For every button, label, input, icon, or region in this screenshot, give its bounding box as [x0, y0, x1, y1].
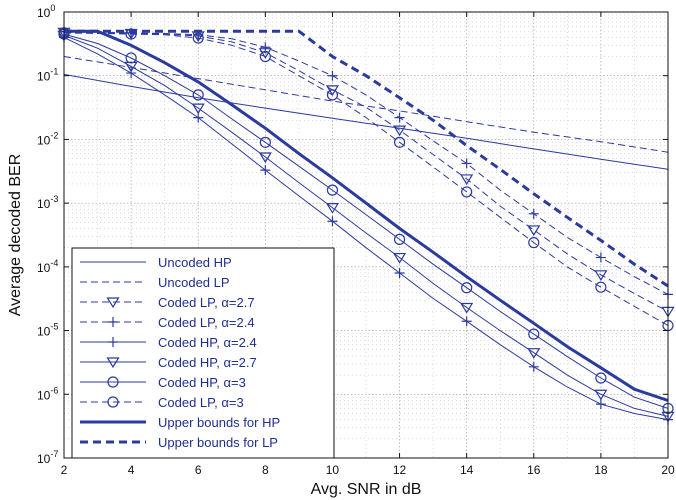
- y-tick-label: 10-3: [37, 194, 58, 211]
- data-point: [259, 136, 271, 148]
- data-point: [595, 399, 606, 410]
- legend-label: Coded LP, α=3: [158, 395, 244, 410]
- x-tick-label: 4: [128, 463, 135, 477]
- y-tick-label: 100: [37, 3, 55, 20]
- data-point: [106, 357, 120, 369]
- series-line: [64, 29, 669, 288]
- legend-label: Uncoded LP: [158, 275, 230, 290]
- legend: Uncoded HP Uncoded LP Coded LP, α=2.7 Coded…: [71, 247, 335, 459]
- data-point: [595, 281, 607, 293]
- y-tick-label: 10-2: [37, 130, 58, 147]
- data-point: [258, 152, 272, 164]
- data-point: [108, 317, 118, 327]
- x-tick-label: 20: [661, 463, 675, 477]
- data-point: [594, 270, 608, 281]
- series-1: [63, 56, 669, 153]
- data-point: [594, 389, 608, 401]
- x-axis-label: Avg. SNR in dB: [311, 481, 422, 498]
- legend-label: Coded HP, α=3: [158, 375, 246, 390]
- data-point: [527, 348, 541, 359]
- data-point: [326, 89, 339, 101]
- data-point: [125, 52, 137, 64]
- series-line: [63, 56, 669, 153]
- data-point: [461, 316, 472, 327]
- x-tick-label: 2: [61, 463, 68, 477]
- series-line: [63, 31, 669, 312]
- data-point: [461, 282, 473, 294]
- legend-label: Coded LP, α=2.4: [158, 315, 255, 330]
- data-point: [193, 112, 204, 123]
- x-tick-label: 14: [460, 463, 474, 477]
- series-line: [63, 73, 669, 170]
- data-point: [527, 225, 541, 237]
- y-tick-label: 10-1: [37, 67, 58, 84]
- data-point: [260, 165, 271, 176]
- data-point: [461, 186, 473, 198]
- x-tick-label: 16: [527, 463, 541, 477]
- data-point: [461, 158, 472, 169]
- x-tick-label: 18: [594, 463, 608, 477]
- series-line: [63, 36, 669, 421]
- data-point: [528, 237, 540, 249]
- x-tick-label: 8: [262, 463, 269, 477]
- series-line: [64, 29, 669, 402]
- data-point: [260, 42, 271, 53]
- y-tick-label: 10-6: [37, 385, 58, 402]
- plot-area: [63, 11, 669, 459]
- series-line: [63, 33, 669, 409]
- series-0: [63, 73, 669, 170]
- data-point: [595, 252, 606, 263]
- data-point: [394, 112, 405, 123]
- data-point: [392, 125, 407, 137]
- data-point: [125, 28, 137, 40]
- y-tick-label: 10-5: [37, 322, 58, 339]
- data-point: [126, 68, 137, 79]
- data-point: [326, 184, 339, 196]
- x-tick-label: 12: [393, 463, 407, 477]
- y-tick-label: 10-4: [37, 258, 58, 275]
- y-axis-label: Average decoded BER: [7, 154, 24, 316]
- series-line: [63, 34, 669, 417]
- y-axis-ticks: 100 10-1 10-2 10-3 10-4 10-5 10-6 10-7: [37, 3, 668, 466]
- data-point: [259, 50, 271, 63]
- data-point: [392, 252, 407, 264]
- data-point: [595, 372, 607, 384]
- y-tick-label: 10-7: [37, 449, 58, 466]
- data-point: [393, 136, 406, 148]
- data-point: [106, 297, 120, 309]
- x-tick-label: 10: [326, 463, 340, 477]
- data-point: [528, 328, 540, 340]
- data-point: [192, 89, 204, 101]
- data-point: [394, 268, 405, 279]
- data-point: [191, 103, 205, 115]
- x-tick-label: 6: [195, 463, 202, 477]
- data-point: [460, 302, 474, 314]
- legend-label: Upper bounds for LP: [158, 435, 278, 450]
- data-point: [460, 174, 474, 186]
- data-point: [327, 70, 338, 81]
- data-point: [528, 361, 539, 372]
- legend-label: Coded LP, α=2.7: [158, 295, 255, 310]
- series-line: [63, 32, 669, 326]
- legend-label: Coded HP, α=2.7: [158, 355, 257, 370]
- series-layer: [57, 26, 675, 425]
- legend-label: Coded HP, α=2.4: [158, 335, 257, 350]
- data-point: [192, 32, 204, 44]
- legend-label: Uncoded HP: [158, 255, 232, 270]
- series-line: [63, 31, 669, 295]
- data-point: [107, 376, 119, 388]
- data-point: [393, 233, 406, 245]
- data-point: [107, 396, 119, 408]
- x-axis-ticks: 2 4 6 8 10 12 14 16 18 20: [61, 12, 675, 477]
- legend-label: Upper bounds for HP: [158, 415, 280, 430]
- series-8: [64, 29, 669, 402]
- series-9: [64, 29, 669, 288]
- data-point: [327, 216, 338, 227]
- data-point: [325, 203, 340, 214]
- data-point: [108, 337, 118, 347]
- data-point: [528, 208, 539, 219]
